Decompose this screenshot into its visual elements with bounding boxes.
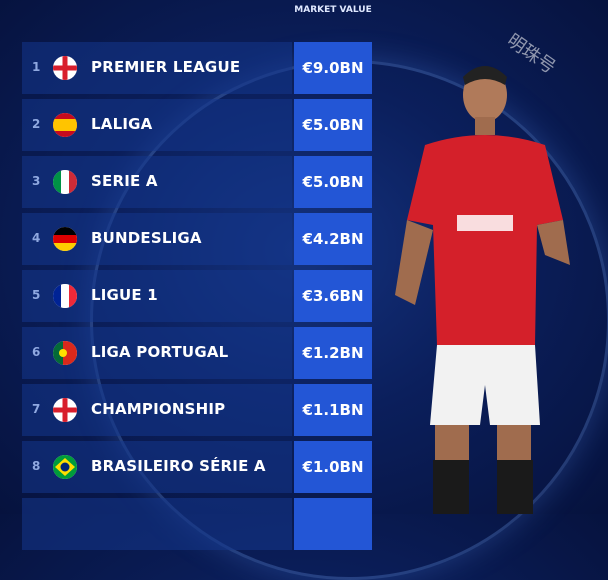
partial-row [22,498,372,550]
market-value: €9.0BN [294,42,372,94]
league-row: 4 BUNDESLIGA €4.2BN [22,213,372,265]
market-value: €5.0BN [294,99,372,151]
player-image [395,66,570,514]
market-value: €4.2BN [294,213,372,265]
england-flag-icon [53,56,77,80]
league-name: BRASILEIRO SÉRIE A [91,457,266,475]
league-name: BUNDESLIGA [91,229,202,247]
league-name: LIGA PORTUGAL [91,343,229,361]
market-value: €5.0BN [294,156,372,208]
market-value: €1.0BN [294,441,372,493]
league-row: 7 CHAMPIONSHIP €1.1BN [22,384,372,436]
rank-number: 1 [32,60,41,74]
germany-flag-icon [53,227,77,251]
portugal-flag-icon [53,341,77,365]
market-value-header: MARKET VALUE [294,5,372,15]
league-row: 5 LIGUE 1 €3.6BN [22,270,372,322]
rank-number: 3 [32,174,41,188]
france-flag-icon [53,284,77,308]
market-value: €1.2BN [294,327,372,379]
league-row: 1 PREMIER LEAGUE €9.0BN [22,42,372,94]
market-value: €1.1BN [294,384,372,436]
rank-number: 2 [32,117,41,131]
england-flag-icon [53,398,77,422]
rank-number: 6 [32,345,41,359]
league-name: PREMIER LEAGUE [91,58,241,76]
rank-number: 4 [32,231,41,245]
league-name: LIGUE 1 [91,286,158,304]
rank-number: 8 [32,459,41,473]
league-row: 6 LIGA PORTUGAL €1.2BN [22,327,372,379]
league-row: 8 BRASILEIRO SÉRIE A €1.0BN [22,441,372,493]
rank-number: 5 [32,288,41,302]
league-row: 3 SERIE A €5.0BN [22,156,372,208]
league-name: SERIE A [91,172,158,190]
league-name: CHAMPIONSHIP [91,400,226,418]
spain-flag-icon [53,113,77,137]
league-row: 2 LALIGA €5.0BN [22,99,372,151]
market-value: €3.6BN [294,270,372,322]
value-box [294,498,372,550]
italy-flag-icon [53,170,77,194]
rank-number: 7 [32,402,41,416]
brazil-flag-icon [53,455,77,479]
league-name: LALIGA [91,115,153,133]
row-band [22,498,292,550]
